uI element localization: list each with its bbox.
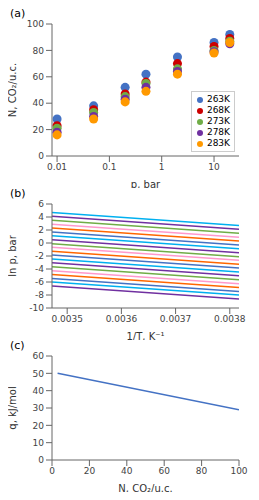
- html-text:(b): (b): [10, 187, 26, 200]
- svg-text:6: 6: [38, 199, 44, 209]
- html-text:(a): (a): [10, 7, 26, 20]
- svg-text:-6: -6: [35, 277, 44, 287]
- svg-text:20: 20: [33, 125, 45, 135]
- svg-text:0.1: 0.1: [102, 162, 116, 172]
- svg-text:ln p, bar: ln p, bar: [8, 234, 18, 276]
- html-text:278K: 278K: [206, 127, 230, 137]
- svg-text:-4: -4: [35, 264, 44, 274]
- svg-text:80: 80: [33, 46, 45, 56]
- html-text:268K: 268K: [206, 105, 230, 115]
- svg-text:40: 40: [121, 466, 133, 476]
- html-text:263K: 263K: [206, 94, 230, 104]
- svg-text:40: 40: [33, 98, 45, 108]
- svg-text:0: 0: [49, 466, 55, 476]
- svg-text:40: 40: [33, 386, 45, 396]
- svg-text:20: 20: [33, 421, 45, 431]
- html-text:(c): (c): [10, 339, 25, 352]
- svg-text:1/T, K⁻¹: 1/T, K⁻¹: [126, 331, 164, 340]
- svg-text:60: 60: [33, 72, 45, 82]
- svg-text:N, CO₂/u.c.: N, CO₂/u.c.: [118, 483, 172, 492]
- svg-text:0: 0: [38, 151, 44, 161]
- svg-text:10: 10: [208, 162, 220, 172]
- svg-text:p, bar: p, bar: [131, 179, 161, 188]
- svg-text:1: 1: [159, 162, 165, 172]
- svg-text:0: 0: [38, 238, 44, 248]
- svg-text:-10: -10: [29, 303, 44, 313]
- svg-text:q, kJ/mol: q, kJ/mol: [8, 386, 18, 429]
- html-text:283K: 283K: [206, 138, 230, 148]
- html-text:273K: 273K: [206, 116, 230, 126]
- svg-text:60: 60: [33, 351, 45, 361]
- svg-text:0.0035: 0.0035: [51, 314, 83, 324]
- svg-text:4: 4: [38, 212, 44, 222]
- svg-text:60: 60: [158, 466, 170, 476]
- svg-text:-2: -2: [35, 251, 44, 261]
- svg-text:50: 50: [33, 369, 45, 379]
- svg-text:2: 2: [38, 225, 44, 235]
- svg-text:-8: -8: [35, 290, 44, 300]
- svg-text:100: 100: [230, 466, 247, 476]
- svg-text:0.0037: 0.0037: [160, 314, 192, 324]
- svg-text:20: 20: [84, 466, 96, 476]
- svg-text:0.0038: 0.0038: [214, 314, 246, 324]
- svg-text:80: 80: [196, 466, 208, 476]
- svg-text:N, CO₂/u.c.: N, CO₂/u.c.: [8, 63, 18, 117]
- svg-text:0: 0: [38, 455, 44, 465]
- svg-text:30: 30: [33, 403, 45, 413]
- svg-text:10: 10: [33, 438, 45, 448]
- svg-text:0.0036: 0.0036: [106, 314, 138, 324]
- svg-text:0.01: 0.01: [47, 162, 67, 172]
- svg-text:100: 100: [27, 19, 44, 29]
